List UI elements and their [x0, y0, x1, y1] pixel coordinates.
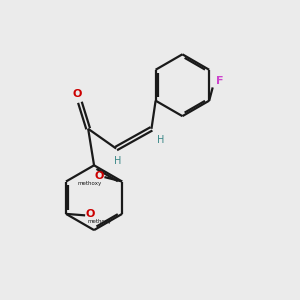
Text: H: H	[114, 156, 121, 166]
Text: O: O	[72, 89, 82, 99]
Text: H: H	[157, 135, 165, 145]
Text: O: O	[86, 209, 95, 219]
Text: O: O	[94, 171, 104, 181]
Text: F: F	[216, 76, 224, 86]
Text: methoxy: methoxy	[77, 181, 101, 186]
Text: methoxy: methoxy	[88, 220, 112, 224]
